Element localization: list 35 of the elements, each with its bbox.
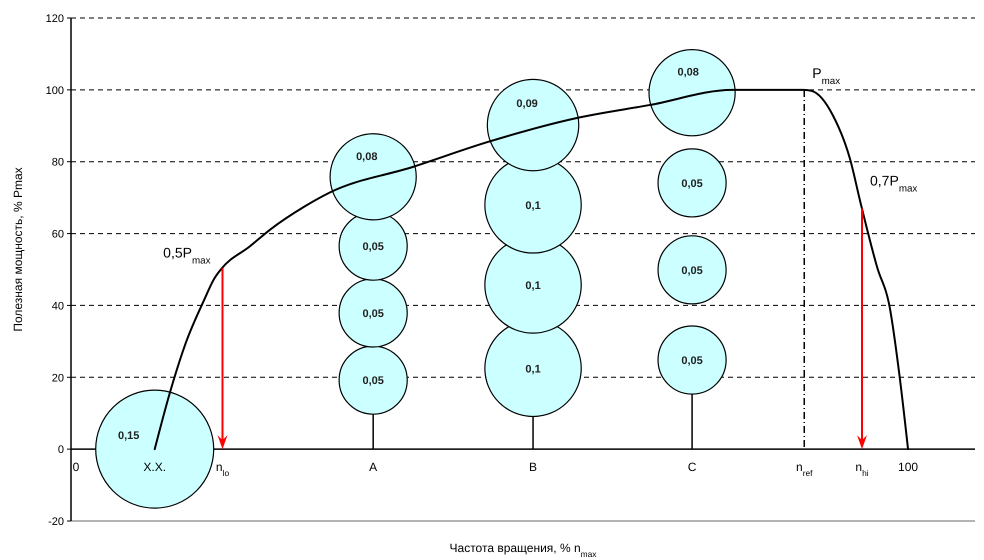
x-tick-label: Х.Х.	[143, 460, 166, 474]
x-tick-label: n$_{lo}$	[216, 460, 230, 478]
annotation: 0,15	[118, 430, 140, 442]
y-tick-label: 60	[52, 228, 64, 241]
y-tick-label: 40	[52, 300, 64, 312]
annotation: 0,05	[681, 355, 703, 368]
y-tick-label: -20	[48, 516, 64, 528]
y-tick-label: 80	[52, 156, 64, 169]
annotation: 0,05	[681, 178, 703, 190]
annotation: 0,08	[677, 66, 699, 79]
x-tick-label: n$_{ref}$	[796, 460, 814, 478]
x-tick-label: 0	[72, 460, 80, 474]
x-axis-title: Частота вращения, % n$_{max}$	[450, 541, 598, 559]
annotation: 0,5P$_{max}$	[163, 244, 211, 266]
x-tick-label: C	[688, 460, 697, 474]
x-tick-label: n$_{hi}$	[855, 460, 869, 478]
y-axis-title: Полезная мощность, % Pmax	[11, 167, 25, 332]
annotation: 0,05	[362, 241, 384, 254]
x-tick-label: 100	[898, 460, 918, 474]
y-tick-label: 120	[46, 13, 64, 25]
annotation: 0,05	[362, 308, 384, 320]
annotation: 0,1	[525, 363, 541, 376]
y-tick-label: 0	[58, 444, 64, 456]
annotation: 0,7P$_{max}$	[870, 172, 918, 194]
annotation: 0,08	[356, 151, 378, 164]
annotation: 0,09	[516, 98, 538, 110]
annotation: P$_{max}$	[812, 64, 840, 86]
annotation: 0,05	[362, 375, 384, 388]
y-tick-label: 20	[52, 372, 64, 384]
annotation: 0,1	[525, 280, 541, 292]
annotation: 0,1	[525, 200, 541, 212]
y-tick-label: 100	[46, 84, 64, 97]
annotation: 0,05	[681, 264, 703, 277]
x-tick-label: B	[529, 460, 538, 474]
x-tick-label: A	[369, 460, 378, 474]
